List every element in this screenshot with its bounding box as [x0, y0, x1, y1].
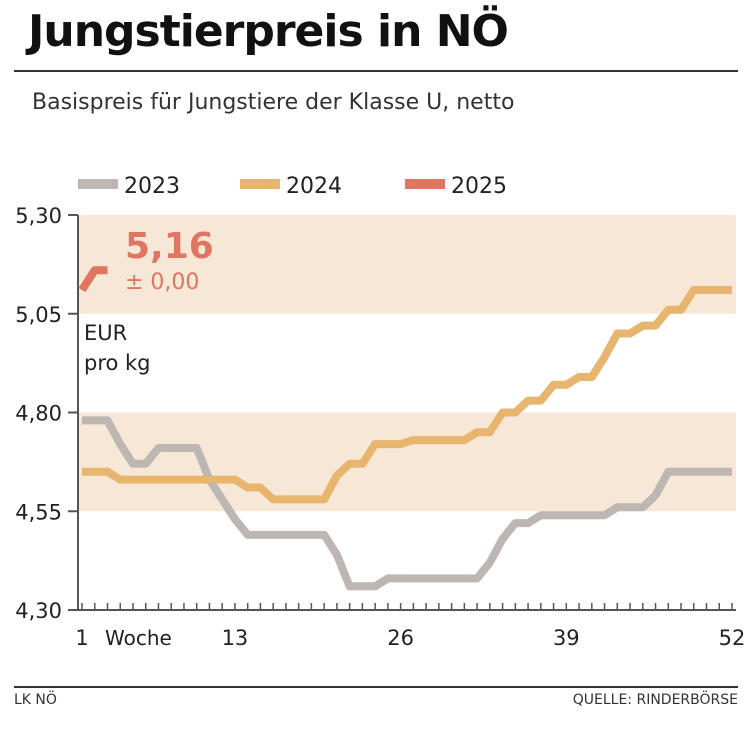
legend-label-2023: 2023	[124, 174, 180, 199]
current-price-change: ± 0,00	[125, 270, 199, 295]
legend-swatch-2024	[240, 179, 280, 189]
y-tick-label: 4,30	[15, 599, 62, 623]
x-tick-label: 13	[222, 626, 249, 650]
footer-source-right: QUELLE: RINDERBÖRSE	[572, 692, 738, 708]
series-lines	[78, 266, 732, 591]
y-tick-label: 5,30	[15, 204, 62, 228]
y-tick-label: 5,05	[15, 303, 62, 327]
x-tick-label: 1	[75, 626, 88, 650]
legend-swatch-2025	[405, 179, 445, 189]
price-band-0	[78, 412, 736, 512]
y-tick-label: 4,55	[15, 500, 62, 524]
chart-labels: EUR pro kg 5,16 ± 0,00	[84, 226, 214, 375]
current-price-value: 5,16	[125, 226, 214, 267]
y-unit-label: pro kg	[84, 351, 151, 375]
x-tick-label: 26	[387, 626, 414, 650]
footer-source-left: LK NÖ	[14, 692, 57, 708]
legend: 2023 2024 2025	[78, 174, 507, 199]
legend-label-2024: 2024	[286, 174, 342, 199]
x-tick-label: 52	[719, 626, 746, 650]
legend-swatch-2023	[78, 179, 118, 189]
chart-title: Jungstierpreis in NÖ	[28, 6, 509, 57]
chart-subtitle: Basispreis für Jungstiere der Klasse U, …	[32, 90, 515, 115]
chart-axes: 4,30 4,55 4,80 5,05 5,30 1 13 26 39 52 Woche	[15, 204, 745, 650]
price-bands	[78, 215, 736, 512]
price-band-1	[78, 215, 736, 314]
x-tick-label: 39	[553, 626, 580, 650]
y-unit-label: EUR	[84, 321, 127, 345]
x-axis-label: Woche	[105, 626, 172, 650]
series-line-2023	[82, 416, 732, 591]
legend-label-2025: 2025	[451, 174, 507, 199]
footer-divider	[14, 686, 738, 688]
title-divider	[14, 70, 738, 72]
y-tick-label: 4,80	[15, 402, 62, 426]
series-line-2024	[82, 286, 732, 504]
series-line-2025	[78, 266, 108, 293]
